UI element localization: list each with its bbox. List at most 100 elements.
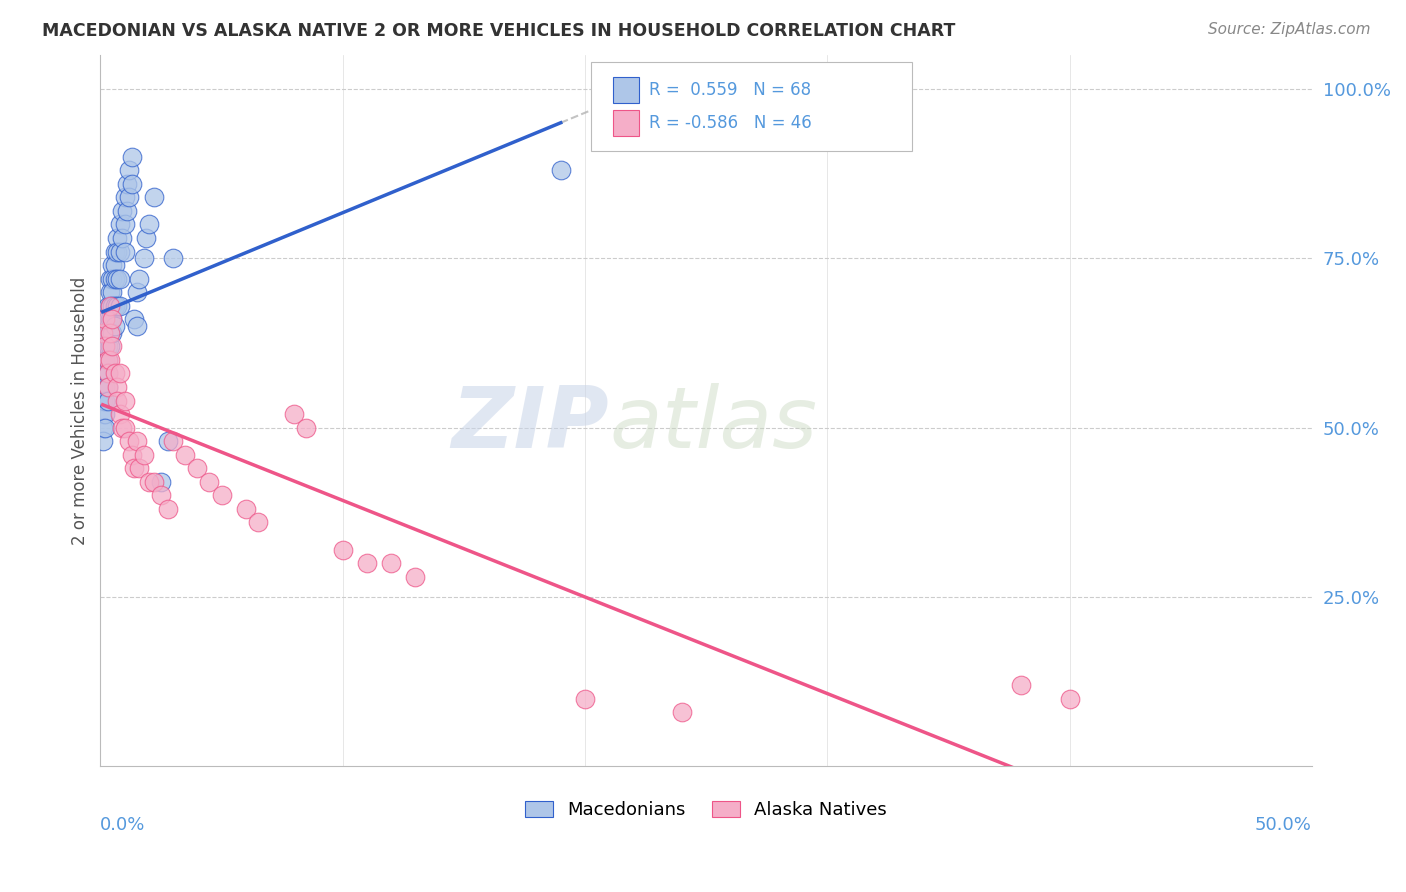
Point <box>101 312 124 326</box>
Point <box>101 258 124 272</box>
Point <box>380 556 402 570</box>
Point <box>128 271 150 285</box>
Point <box>98 353 121 368</box>
Point <box>97 380 120 394</box>
Point <box>186 461 208 475</box>
Point <box>97 312 120 326</box>
Point <box>101 299 124 313</box>
Point <box>104 258 127 272</box>
Point <box>235 502 257 516</box>
Point <box>101 312 124 326</box>
Point <box>157 434 180 449</box>
Point <box>98 339 121 353</box>
Point <box>135 231 157 245</box>
Text: ZIP: ZIP <box>451 384 609 467</box>
Point <box>121 448 143 462</box>
Point <box>162 252 184 266</box>
Point <box>121 177 143 191</box>
Text: R = -0.586   N = 46: R = -0.586 N = 46 <box>650 113 811 132</box>
Point <box>128 461 150 475</box>
Point <box>101 285 124 300</box>
Point <box>1059 691 1081 706</box>
Point <box>132 252 155 266</box>
Point <box>97 393 120 408</box>
Text: 0.0%: 0.0% <box>100 816 146 834</box>
Point <box>94 339 117 353</box>
Point <box>246 516 269 530</box>
Point <box>98 299 121 313</box>
Point <box>101 271 124 285</box>
FancyBboxPatch shape <box>613 110 640 136</box>
Point <box>124 461 146 475</box>
Point <box>97 380 120 394</box>
Point <box>91 420 114 434</box>
Point <box>97 326 120 340</box>
Point <box>105 231 128 245</box>
Point <box>91 407 114 421</box>
Point <box>111 203 134 218</box>
Point <box>91 393 114 408</box>
Point <box>142 190 165 204</box>
Point <box>138 218 160 232</box>
Point <box>283 407 305 421</box>
Y-axis label: 2 or more Vehicles in Household: 2 or more Vehicles in Household <box>72 277 89 545</box>
Point <box>101 339 124 353</box>
Point <box>104 299 127 313</box>
Point <box>132 448 155 462</box>
Point <box>211 488 233 502</box>
Point <box>1010 678 1032 692</box>
Point <box>94 420 117 434</box>
Point <box>332 542 354 557</box>
Point <box>125 285 148 300</box>
Point <box>98 326 121 340</box>
Point <box>574 691 596 706</box>
Text: atlas: atlas <box>609 384 817 467</box>
Text: Source: ZipAtlas.com: Source: ZipAtlas.com <box>1208 22 1371 37</box>
Point <box>671 705 693 719</box>
Point <box>114 190 136 204</box>
Point <box>149 488 172 502</box>
Point <box>97 367 120 381</box>
Point <box>105 299 128 313</box>
Point <box>94 393 117 408</box>
Point <box>111 231 134 245</box>
Point <box>125 319 148 334</box>
Point <box>104 319 127 334</box>
Point <box>97 353 120 368</box>
Point <box>138 475 160 489</box>
Point <box>115 203 138 218</box>
Point <box>162 434 184 449</box>
Point <box>98 312 121 326</box>
Point <box>91 326 114 340</box>
Point <box>125 434 148 449</box>
Point <box>114 420 136 434</box>
Text: R =  0.559   N = 68: R = 0.559 N = 68 <box>650 81 811 99</box>
Point <box>108 244 131 259</box>
Point <box>94 353 117 368</box>
Point <box>94 312 117 326</box>
Point <box>97 339 120 353</box>
Point <box>91 380 114 394</box>
Point <box>157 502 180 516</box>
Point <box>174 448 197 462</box>
Point <box>550 163 572 178</box>
Point <box>295 420 318 434</box>
Point <box>108 407 131 421</box>
Point <box>94 380 117 394</box>
Point <box>94 407 117 421</box>
Point <box>104 271 127 285</box>
Point <box>149 475 172 489</box>
Point <box>115 177 138 191</box>
FancyBboxPatch shape <box>613 78 640 103</box>
Point <box>108 271 131 285</box>
Point <box>108 367 131 381</box>
Point <box>404 569 426 583</box>
Point <box>98 326 121 340</box>
Point <box>108 299 131 313</box>
Point <box>118 163 141 178</box>
Point <box>105 271 128 285</box>
Point <box>105 244 128 259</box>
Point <box>97 367 120 381</box>
Point <box>108 218 131 232</box>
Point <box>105 393 128 408</box>
